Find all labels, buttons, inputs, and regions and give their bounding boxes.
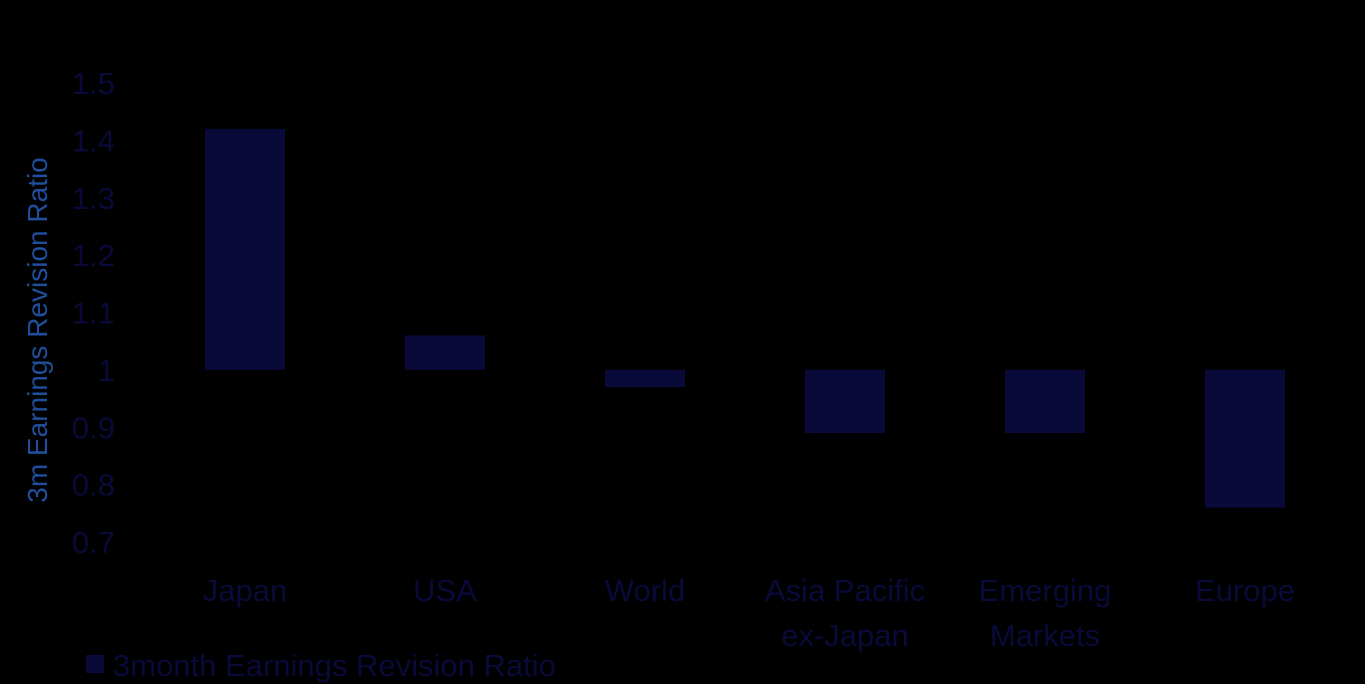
- x-tick-label: Japan: [203, 573, 287, 608]
- y-tick-label: 0.7: [72, 525, 115, 560]
- bar: [805, 369, 885, 433]
- bar: [1005, 369, 1085, 433]
- y-tick-label: 1.2: [72, 238, 115, 273]
- x-tick-label: USA: [413, 573, 477, 608]
- y-axis-ticks: 0.7 0.8 0.9 1 1.1 1.2 1.3 1.4 1.5: [72, 66, 115, 560]
- y-tick-label: 1.3: [72, 181, 115, 216]
- bars: [205, 128, 1285, 508]
- bar: [205, 128, 285, 370]
- legend-swatch: [86, 655, 104, 673]
- x-tick-label-line: Asia Pacific: [765, 573, 925, 608]
- y-tick-label: 1.1: [72, 296, 115, 331]
- y-tick-label: 0.8: [72, 468, 115, 503]
- bar: [605, 369, 685, 388]
- x-tick-label: World: [605, 573, 685, 608]
- y-axis-title: 3m Earnings Revision Ratio: [22, 157, 53, 503]
- x-tick-label-line: USA: [413, 573, 477, 608]
- y-tick-label: 1.4: [72, 123, 115, 158]
- x-tick-label-line: Emerging: [979, 573, 1112, 608]
- x-tick-label-line: World: [605, 573, 685, 608]
- x-axis-labels: Japan USA World Asia Pacific ex-Japan Emergin…: [203, 573, 1295, 653]
- y-tick-label: 0.9: [72, 410, 115, 445]
- legend-label: 3month Earnings Revision Ratio: [113, 648, 556, 683]
- y-tick-label: 1: [98, 353, 115, 388]
- x-tick-label-line: Japan: [203, 573, 287, 608]
- x-tick-label-line: Markets: [990, 618, 1100, 653]
- x-tick-label-line: Europe: [1195, 573, 1295, 608]
- x-tick-label: Emerging Markets: [979, 573, 1112, 653]
- x-tick-label: Asia Pacific ex-Japan: [765, 573, 925, 653]
- legend: 3month Earnings Revision Ratio: [86, 648, 556, 683]
- bar: [1205, 369, 1285, 508]
- y-tick-label: 1.5: [72, 66, 115, 101]
- x-tick-label: Europe: [1195, 573, 1295, 608]
- bar: [405, 335, 485, 370]
- x-tick-label-line: ex-Japan: [781, 618, 909, 653]
